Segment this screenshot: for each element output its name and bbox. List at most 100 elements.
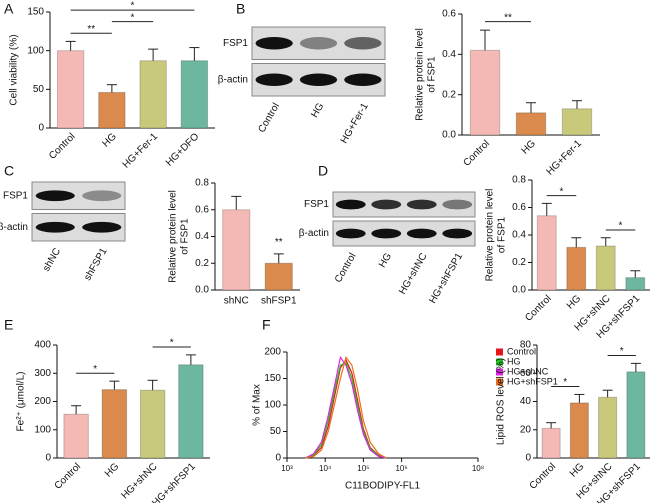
x-tick-label: Control	[47, 131, 78, 162]
y-tick-label: 0.8	[195, 178, 209, 189]
y-axis-label: Fe²⁺ (μmol/L)	[16, 372, 27, 432]
x-tick-label: HG+Fer-1	[545, 138, 585, 178]
bar	[139, 389, 166, 459]
bar	[595, 245, 616, 291]
panel-label: A	[4, 1, 14, 17]
significance-label: *	[563, 377, 567, 388]
blot-lane-label: HG+Fer-1	[339, 101, 371, 146]
y-tick-label: 0	[45, 453, 51, 464]
y-tick-label: 0	[38, 123, 44, 134]
x-tick-label: 10⁸	[472, 464, 484, 473]
y-tick-label: 100	[264, 400, 281, 411]
legend-label: Control	[507, 346, 536, 356]
x-tick-label: HG	[100, 131, 119, 150]
blot-band	[442, 199, 473, 210]
y-tick-label: 300	[34, 368, 51, 379]
panel-label: C	[4, 163, 14, 179]
y-tick-label: 0.6	[512, 202, 526, 213]
x-tick-label: 10⁶	[395, 464, 407, 473]
bar	[541, 427, 561, 459]
x-tick-label: 10⁵	[357, 464, 369, 473]
blot-row-label: FSP1	[223, 38, 248, 49]
legend-swatch	[496, 378, 503, 386]
significance-label: *	[560, 186, 564, 197]
bar	[178, 364, 204, 459]
y-tick-label: 150	[27, 7, 44, 18]
bar	[139, 60, 167, 129]
significance-label: *	[619, 221, 623, 232]
blot-band	[344, 73, 382, 86]
y-tick-label: 100	[34, 424, 51, 435]
x-tick-label: HG	[565, 293, 584, 312]
x-tick-label: HG	[103, 461, 122, 480]
blot-band	[35, 190, 75, 202]
bar	[63, 413, 89, 459]
significance-label: *	[170, 338, 174, 349]
legend-label: HG+shFSP1	[507, 376, 558, 386]
y-tick-label: 60	[520, 368, 532, 379]
y-tick-label: 50	[270, 426, 282, 437]
blot-band	[299, 37, 338, 50]
blot-band	[335, 228, 366, 239]
blot-row-label: FSP1	[304, 199, 329, 210]
y-tick-label: 0.2	[512, 257, 526, 268]
legend-swatch	[496, 348, 503, 356]
x-axis-label: C11BODIPY-FL1	[345, 481, 420, 492]
y-tick-label: 200	[264, 347, 281, 358]
y-tick-label: 0.8	[512, 175, 526, 186]
blot-band	[406, 199, 437, 210]
bar	[625, 277, 646, 291]
y-axis-label: % of Max	[252, 384, 263, 426]
x-tick-label: shFSP1	[261, 296, 297, 307]
blot-band	[406, 228, 437, 239]
y-tick-label: 100	[27, 45, 44, 56]
y-tick-label: 50	[33, 84, 45, 95]
significance-label: *	[131, 12, 135, 23]
legend-label: HG+shNC	[507, 366, 549, 376]
x-tick-label: Control	[528, 461, 559, 492]
significance-label: **	[275, 237, 283, 248]
significance-label: *	[620, 346, 624, 357]
blot-lane-label: shFSP1	[82, 246, 110, 283]
y-tick-label: 0	[525, 453, 531, 464]
blot-row-label: FSP1	[3, 190, 28, 201]
y-axis-label: of FSP1	[427, 56, 438, 93]
panel-label: E	[4, 317, 13, 333]
x-tick-label: HG	[520, 138, 539, 157]
y-tick-label: 0	[275, 453, 281, 464]
y-tick-label: 0.0	[195, 285, 209, 296]
y-tick-label: 0.2	[195, 258, 209, 269]
y-tick-label: 150	[264, 373, 281, 384]
y-tick-label: 0.4	[195, 231, 209, 242]
y-axis-label: Lipid ROS level (%)	[496, 358, 507, 445]
significance-label: *	[93, 364, 97, 375]
y-tick-label: 0.0	[512, 285, 526, 296]
bar	[598, 396, 618, 459]
blot-band	[82, 221, 122, 233]
y-tick-label: 20	[520, 424, 532, 435]
x-tick-label: HG+DFO	[164, 131, 202, 169]
blot-band	[255, 37, 293, 50]
y-tick-label: 0.0	[442, 130, 456, 141]
x-tick-label: HG+Fer-1	[121, 131, 161, 171]
y-tick-label: 80	[520, 340, 532, 351]
y-tick-label: 0.6	[195, 204, 209, 215]
blot-band	[335, 199, 366, 210]
x-tick-label: Control	[461, 138, 492, 169]
blot-band	[371, 228, 402, 239]
blot-lane-label: HG	[309, 101, 326, 120]
y-tick-label: 0.4	[512, 230, 526, 241]
x-tick-label: 10⁴	[319, 464, 332, 473]
x-tick-label: shNC	[224, 296, 249, 307]
blot-band	[442, 228, 473, 239]
blot-band	[255, 73, 293, 86]
blot-row-label: β-actin	[0, 222, 28, 233]
bar	[469, 49, 501, 136]
y-tick-label: 40	[520, 396, 532, 407]
x-tick-label: Control	[523, 293, 554, 324]
significance-label: *	[131, 1, 135, 12]
y-axis-label: Relative protein level	[415, 28, 426, 121]
bar	[536, 215, 557, 291]
significance-label: **	[87, 24, 95, 35]
